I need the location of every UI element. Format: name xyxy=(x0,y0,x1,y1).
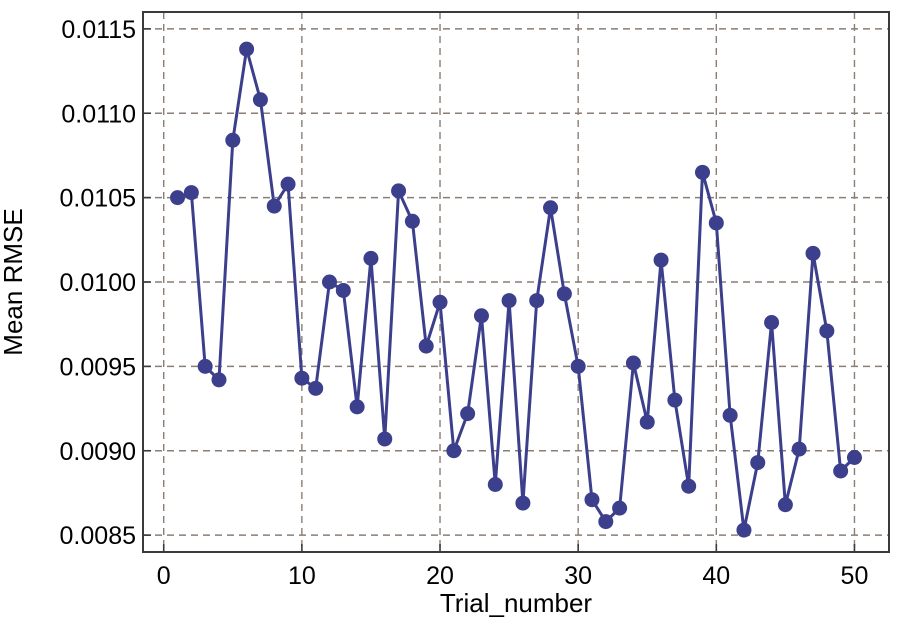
data-point xyxy=(280,176,296,192)
data-point xyxy=(252,92,268,108)
data-point xyxy=(183,185,199,201)
data-point xyxy=(322,274,337,290)
grid xyxy=(143,12,889,552)
y-tick-label: 0.0095 xyxy=(60,353,136,381)
y-tick-label: 0.0105 xyxy=(60,185,136,213)
data-point xyxy=(335,282,351,298)
data-point xyxy=(418,338,434,354)
data-point xyxy=(266,198,282,214)
data-point xyxy=(349,399,365,415)
data-point xyxy=(805,245,821,261)
data-point xyxy=(639,414,655,430)
data-point xyxy=(308,380,324,396)
data-point xyxy=(170,190,186,206)
data-point xyxy=(584,492,600,508)
data-point xyxy=(294,370,310,386)
data-point xyxy=(750,455,766,471)
data-point xyxy=(543,200,559,216)
ticks: 0 10 20 30 40 50 0.0085 0.0090 0.0095 0.0100 0.010… xyxy=(60,16,869,590)
data-point xyxy=(377,431,393,447)
data-point xyxy=(501,293,517,309)
data-point xyxy=(391,183,407,199)
data-point xyxy=(487,477,503,492)
series-line xyxy=(177,47,856,532)
data-point xyxy=(791,441,807,457)
data-point xyxy=(833,463,849,479)
data-point xyxy=(667,392,683,408)
y-tick-label: 0.0115 xyxy=(61,16,136,44)
series-layer xyxy=(170,41,862,538)
data-point xyxy=(556,286,572,302)
data-point xyxy=(239,41,255,57)
x-tick-label: 10 xyxy=(288,562,316,590)
data-point xyxy=(432,294,448,310)
x-tick-label: 50 xyxy=(841,562,869,590)
data-point xyxy=(722,407,738,423)
data-point xyxy=(363,250,379,266)
data-point xyxy=(653,252,669,268)
data-point xyxy=(764,315,780,330)
y-tick-label: 0.0090 xyxy=(60,438,136,466)
data-point xyxy=(819,323,835,339)
data-point xyxy=(570,358,586,374)
data-point xyxy=(473,308,489,324)
x-axis-label: Trial_number xyxy=(440,588,593,618)
data-point xyxy=(598,514,614,530)
data-point xyxy=(681,478,697,494)
data-point xyxy=(708,215,724,231)
data-point xyxy=(197,358,213,374)
y-axis-label: Mean RMSE xyxy=(0,208,28,355)
data-point xyxy=(695,164,710,180)
data-point xyxy=(404,213,420,229)
data-point xyxy=(446,443,462,459)
data-point xyxy=(529,293,545,309)
data-point xyxy=(211,372,227,388)
data-point xyxy=(777,497,793,513)
data-point xyxy=(612,500,628,516)
data-point xyxy=(846,450,862,465)
data-point xyxy=(225,132,241,148)
data-point xyxy=(515,495,531,511)
data-point xyxy=(736,522,752,538)
x-tick-label: 40 xyxy=(702,562,730,590)
data-point xyxy=(460,406,476,422)
y-tick-label: 0.0100 xyxy=(60,269,136,297)
y-tick-label: 0.0110 xyxy=(61,100,136,128)
y-tick-label: 0.0085 xyxy=(60,522,136,550)
x-tick-label: 20 xyxy=(426,562,454,590)
x-tick-label: 0 xyxy=(157,562,171,590)
x-tick-label: 30 xyxy=(564,562,592,590)
data-point xyxy=(625,355,641,371)
